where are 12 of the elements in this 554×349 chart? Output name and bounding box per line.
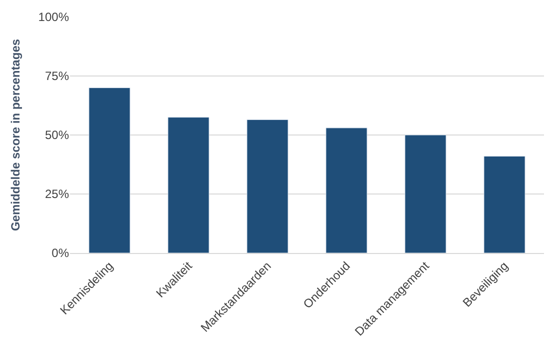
bar — [404, 134, 446, 253]
y-tick-label: 75% — [44, 69, 70, 84]
bar — [326, 128, 368, 253]
y-axis-title: Gemiddelde score in percentages — [8, 38, 23, 232]
y-tick-label: 25% — [44, 187, 70, 202]
bar — [484, 156, 526, 253]
bar — [168, 117, 210, 253]
y-tick-label: 0% — [52, 246, 70, 260]
y-tick-label: 100% — [38, 10, 70, 24]
bar — [88, 88, 130, 253]
y-tick-label: 50% — [44, 128, 70, 142]
bar — [246, 119, 288, 253]
